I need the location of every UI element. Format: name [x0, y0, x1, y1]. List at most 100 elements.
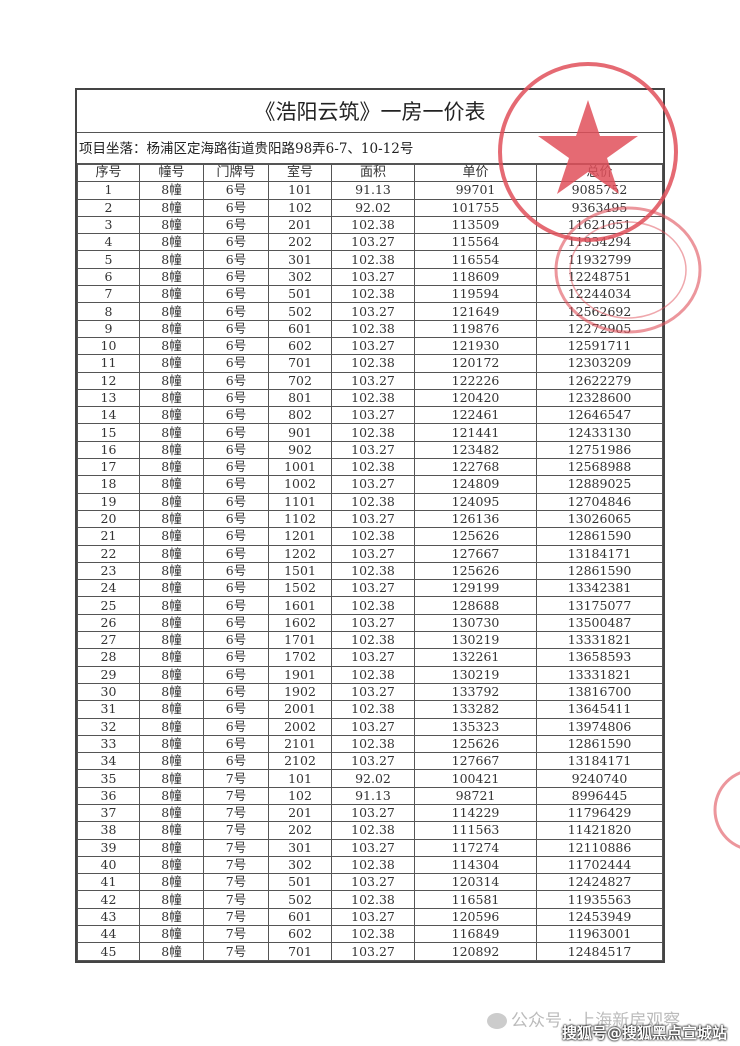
- table-cell: 11621051: [536, 215, 663, 235]
- table-cell: 99701: [414, 181, 537, 200]
- table-cell: 13184171: [536, 752, 663, 771]
- table-cell: 41: [77, 873, 140, 892]
- table-row: 27 8幢 6号 1701 102.38 130219 13331821: [77, 631, 663, 650]
- table-cell: 13184171: [536, 544, 663, 563]
- table-cell: 25: [77, 596, 140, 615]
- table-row: 28 8幢 6号 1702 103.27 132261 13658593: [77, 648, 663, 667]
- table-cell: 6号: [203, 509, 269, 529]
- table-cell: 8幢: [139, 821, 204, 840]
- table-cell: 6号: [203, 215, 269, 235]
- table-cell: 11796429: [536, 803, 663, 823]
- table-cell: 102: [268, 786, 332, 805]
- table-cell: 92.02: [331, 198, 415, 217]
- table-cell: 12704846: [536, 492, 663, 511]
- table-cell: 9240740: [536, 769, 663, 788]
- table-cell: 102.38: [331, 354, 415, 373]
- table-cell: 91.13: [331, 786, 415, 805]
- table-cell: 6号: [203, 734, 269, 754]
- table-cell: 8幢: [139, 648, 204, 667]
- table-cell: 2101: [268, 734, 332, 754]
- table-cell: 37: [77, 803, 140, 823]
- table-cell: 101755: [414, 198, 537, 217]
- table-cell: 103.27: [331, 752, 415, 771]
- table-cell: 7号: [203, 769, 269, 788]
- table-cell: 1701: [268, 631, 332, 650]
- table-cell: 119594: [414, 285, 537, 304]
- table-cell: 135323: [414, 717, 537, 736]
- table-cell: 18: [77, 475, 140, 494]
- column-header: 总价: [536, 163, 663, 183]
- table-cell: 11934294: [536, 233, 663, 252]
- table-cell: 133282: [414, 700, 537, 719]
- table-cell: 102.38: [331, 388, 415, 408]
- table-cell: 8幢: [139, 803, 204, 823]
- table-cell: 8幢: [139, 596, 204, 615]
- table-cell: 115564: [414, 233, 537, 252]
- table-cell: 6号: [203, 613, 269, 633]
- table-cell: 6号: [203, 267, 269, 287]
- table-cell: 501: [268, 285, 332, 304]
- table-cell: 12622279: [536, 371, 663, 390]
- table-cell: 116554: [414, 250, 537, 269]
- table-cell: 120172: [414, 354, 537, 373]
- table-cell: 102.38: [331, 665, 415, 684]
- table-cell: 12244034: [536, 285, 663, 304]
- table-cell: 8幢: [139, 440, 204, 460]
- table-cell: 127667: [414, 752, 537, 771]
- table-row: 25 8幢 6号 1601 102.38 128688 13175077: [77, 596, 663, 615]
- table-cell: 103.27: [331, 613, 415, 633]
- table-cell: 34: [77, 752, 140, 771]
- table-cell: 102.38: [331, 631, 415, 650]
- table-row: 45 8幢 7号 701 103.27 120892 12484517: [77, 942, 663, 961]
- table-cell: 123482: [414, 440, 537, 460]
- table-cell: 121930: [414, 336, 537, 356]
- table-cell: 602: [268, 336, 332, 356]
- table-cell: 6号: [203, 302, 269, 321]
- table-cell: 7: [77, 285, 140, 304]
- table-cell: 6号: [203, 631, 269, 650]
- table-cell: 7号: [203, 838, 269, 857]
- table-cell: 103.27: [331, 406, 415, 425]
- table-cell: 102.38: [331, 215, 415, 235]
- project-address: 项目坐落：杨浦区定海路街道贵阳路98弄6-7、10-12号: [77, 133, 663, 164]
- table-cell: 102.38: [331, 561, 415, 581]
- table-cell: 120892: [414, 942, 537, 961]
- table-cell: 9363495: [536, 198, 663, 217]
- table-row: 4 8幢 6号 202 103.27 115564 11934294: [77, 233, 663, 252]
- document-title: 《浩阳云筑》一房一价表: [77, 90, 663, 133]
- table-cell: 8幢: [139, 873, 204, 892]
- table-cell: 7号: [203, 890, 269, 909]
- table-cell: 1001: [268, 458, 332, 477]
- table-cell: 118609: [414, 267, 537, 287]
- table-cell: 6号: [203, 752, 269, 771]
- table-cell: 8幢: [139, 631, 204, 650]
- table-cell: 103.27: [331, 336, 415, 356]
- table-cell: 103.27: [331, 579, 415, 598]
- table-row: 39 8幢 7号 301 103.27 117274 12110886: [77, 838, 663, 857]
- table-cell: 6号: [203, 406, 269, 425]
- table-cell: 101: [268, 181, 332, 200]
- table-cell: 122226: [414, 371, 537, 390]
- table-cell: 102.38: [331, 734, 415, 754]
- table-cell: 8幢: [139, 406, 204, 425]
- table-cell: 8幢: [139, 198, 204, 217]
- table-row: 23 8幢 6号 1501 102.38 125626 12861590: [77, 561, 663, 581]
- table-row: 14 8幢 6号 802 103.27 122461 12646547: [77, 406, 663, 425]
- table-cell: 103.27: [331, 509, 415, 529]
- table-cell: 8幢: [139, 838, 204, 857]
- column-header: 室号: [268, 163, 332, 183]
- column-header: 门牌号: [203, 163, 269, 183]
- table-row: 43 8幢 7号 601 103.27 120596 12453949: [77, 907, 663, 927]
- table-cell: 8: [77, 302, 140, 321]
- table-row: 1 8幢 6号 101 91.13 99701 9085752: [77, 181, 663, 200]
- table-cell: 13816700: [536, 682, 663, 702]
- table-cell: 7号: [203, 786, 269, 805]
- table-cell: 12424827: [536, 873, 663, 892]
- table-row: 30 8幢 6号 1902 103.27 133792 13816700: [77, 682, 663, 702]
- table-cell: 13331821: [536, 631, 663, 650]
- table-cell: 13026065: [536, 509, 663, 529]
- table-cell: 103.27: [331, 942, 415, 961]
- table-cell: 2002: [268, 717, 332, 736]
- table-cell: 6号: [203, 700, 269, 719]
- table-cell: 501: [268, 873, 332, 892]
